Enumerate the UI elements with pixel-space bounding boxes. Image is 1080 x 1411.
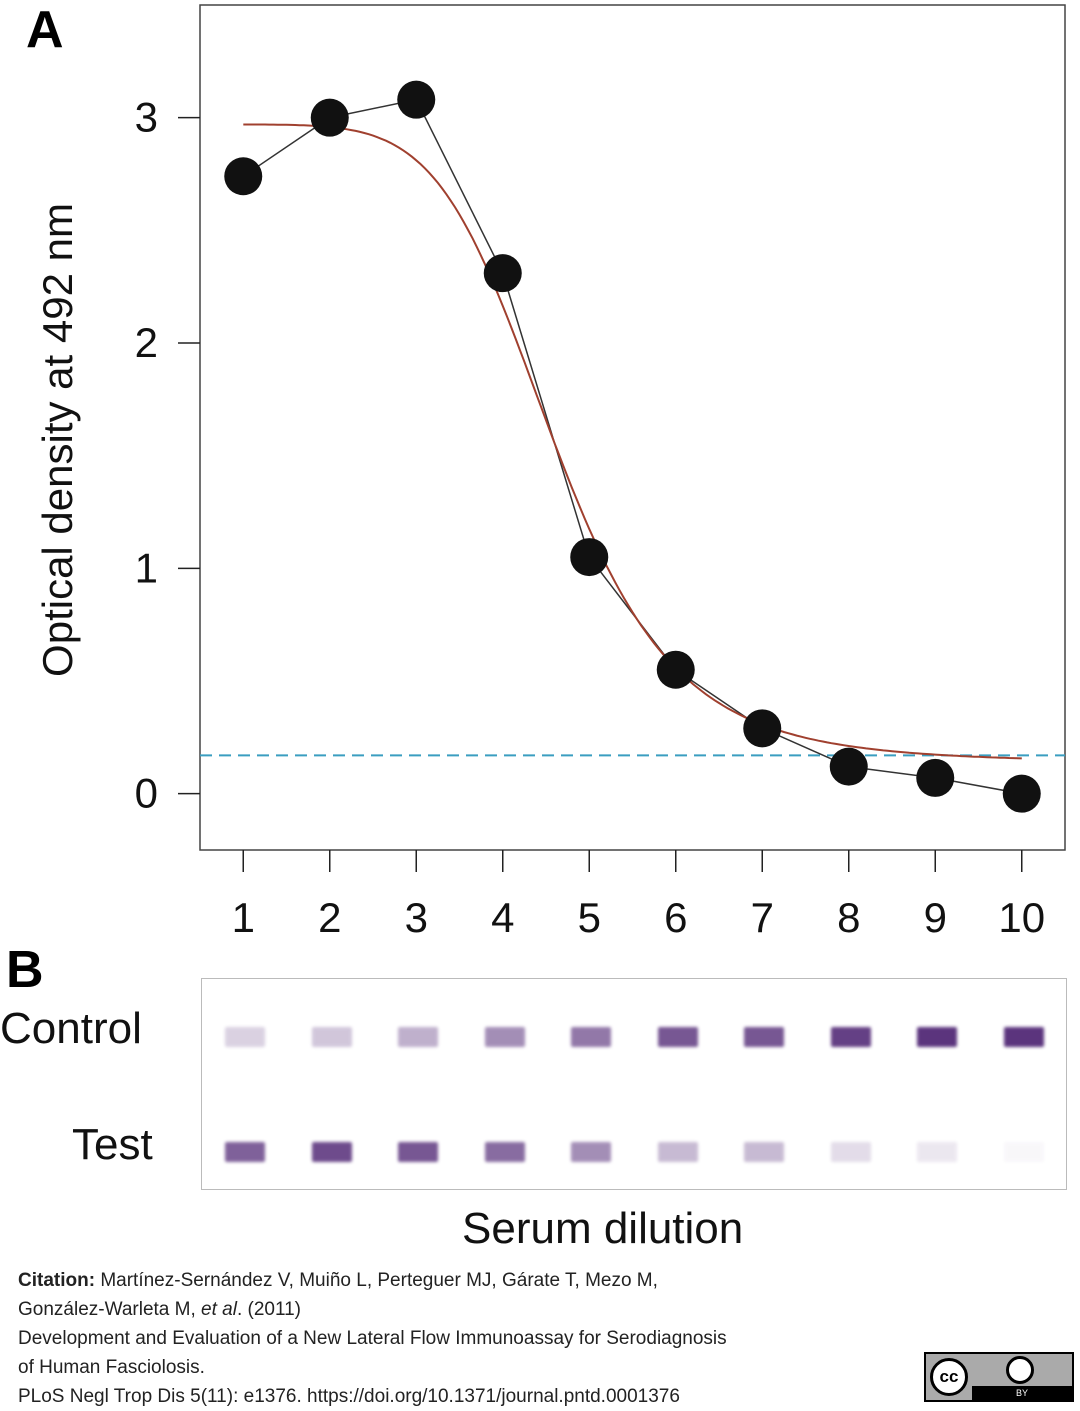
strip-band-control bbox=[311, 1027, 352, 1047]
row-label-control: Control bbox=[0, 1004, 142, 1053]
connector-line bbox=[415, 99, 504, 274]
data-point bbox=[829, 747, 868, 786]
strip-band-test bbox=[830, 1142, 871, 1162]
fit-curve bbox=[243, 123, 1022, 760]
row-label-test: Test bbox=[72, 1120, 153, 1169]
cc-text: cc bbox=[930, 1358, 968, 1396]
panel-label-b: B bbox=[6, 941, 44, 999]
citation-title: Development and Evaluation of a New Late… bbox=[18, 1328, 727, 1349]
strip-band-control bbox=[484, 1027, 525, 1047]
data-point bbox=[743, 709, 782, 748]
citation-year: . (2011) bbox=[236, 1299, 302, 1320]
x-tick-label: 3 bbox=[405, 894, 428, 941]
citation-authors: Martínez-Sernández V, Muiño L, Perteguer… bbox=[95, 1270, 658, 1291]
strip-band-test bbox=[311, 1142, 352, 1162]
strip-band-control bbox=[657, 1027, 698, 1047]
panel-label-a: A bbox=[26, 1, 64, 59]
data-point bbox=[656, 650, 695, 689]
y-tick-label: 3 bbox=[135, 94, 158, 141]
strip-band-control bbox=[830, 1027, 871, 1047]
strip-band-control bbox=[571, 1027, 612, 1047]
y-axis-label: Optical density at 492 nm bbox=[34, 203, 81, 677]
citation-etal: et al bbox=[201, 1299, 237, 1320]
data-point bbox=[916, 758, 955, 797]
lateral-flow-strips bbox=[201, 978, 1067, 1190]
citation: Citation: Martínez-Sernández V, Muiño L,… bbox=[18, 1266, 727, 1411]
data-point bbox=[397, 80, 436, 119]
citation-authors-2: González-Warleta M, bbox=[18, 1299, 202, 1320]
x-tick-label: 5 bbox=[578, 894, 601, 941]
strip-band-test bbox=[225, 1142, 266, 1162]
strip-band-test bbox=[484, 1142, 525, 1162]
x-tick-label: 2 bbox=[318, 894, 341, 941]
data-point bbox=[224, 157, 263, 196]
x-tick-label: 4 bbox=[491, 894, 514, 941]
citation-label: Citation: bbox=[18, 1270, 96, 1291]
y-tick-label: 1 bbox=[135, 544, 158, 591]
y-tick-label: 2 bbox=[135, 319, 158, 366]
cc-by-icon: cc BY bbox=[924, 1352, 1074, 1402]
citation-journal: PLoS Negl Trop Dis 5(11): e1376. https:/… bbox=[18, 1386, 680, 1407]
strip-band-test bbox=[917, 1142, 958, 1162]
dose-response-chart: 1 2 3 4 5 6 7 8 9 10 0 1 2 3 Optical density at 492 nm bbox=[34, 4, 1066, 941]
x-tick-label: 9 bbox=[924, 894, 947, 941]
plot-frame bbox=[199, 4, 1066, 851]
strip-band-test bbox=[1004, 1142, 1044, 1162]
connector-line bbox=[502, 272, 590, 558]
strip-band-test bbox=[657, 1142, 698, 1162]
strip-band-control bbox=[225, 1027, 266, 1047]
x-tick-label: 10 bbox=[998, 894, 1045, 941]
data-point bbox=[310, 98, 349, 137]
data-point bbox=[1002, 774, 1041, 813]
strip-band-control bbox=[398, 1027, 439, 1047]
strip-band-control bbox=[1003, 1027, 1044, 1047]
y-tick-label: 0 bbox=[135, 770, 158, 817]
strip-band-test bbox=[744, 1142, 785, 1162]
x-axis-label: Serum dilution bbox=[462, 1204, 744, 1253]
data-point bbox=[483, 254, 522, 293]
strip-band-control bbox=[917, 1027, 958, 1047]
x-tick-label: 6 bbox=[664, 894, 687, 941]
data-point bbox=[570, 538, 609, 577]
citation-title-2: of Human Fasciolosis. bbox=[18, 1357, 205, 1378]
x-tick-label: 1 bbox=[232, 894, 255, 941]
x-tick-label: 7 bbox=[751, 894, 774, 941]
strip-band-test bbox=[398, 1142, 439, 1162]
x-tick-label: 8 bbox=[837, 894, 860, 941]
by-text: BY bbox=[972, 1386, 1072, 1400]
strip-band-test bbox=[571, 1142, 612, 1162]
strip-band-control bbox=[744, 1027, 785, 1047]
